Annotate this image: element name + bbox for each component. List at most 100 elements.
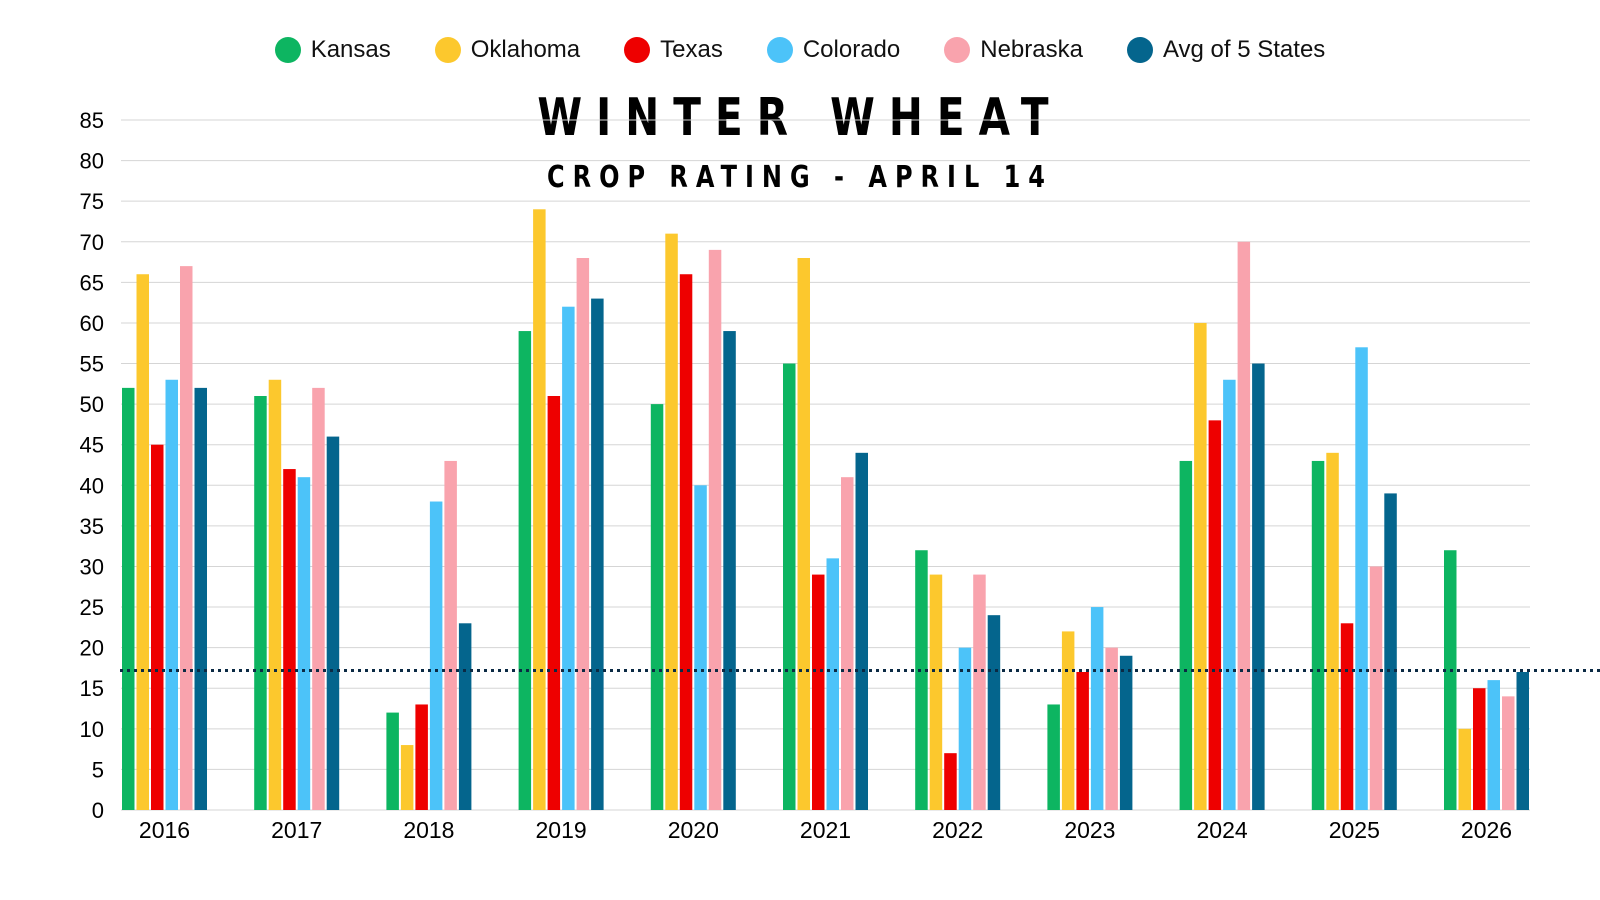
bar-kansas-2017	[254, 396, 267, 810]
x-tick-label: 2016	[139, 817, 190, 843]
bars	[122, 209, 1529, 811]
legend-item: Avg of 5 States	[1126, 36, 1326, 64]
legend-item: Kansas	[274, 36, 391, 64]
bar-oklahoma-2022	[929, 574, 943, 810]
legend-label: Avg of 5 States	[1162, 36, 1326, 63]
bar-kansas-2020	[650, 404, 664, 810]
bar-avg-of-5-states-2024	[1252, 363, 1265, 810]
bar-texas-2023	[1076, 672, 1089, 810]
x-tick-label: 2021	[800, 817, 851, 843]
legend-label: Texas	[660, 36, 723, 63]
y-tick-label: 5	[92, 757, 104, 782]
bar-avg-of-5-states-2026	[1516, 672, 1529, 810]
y-tick-label: 55	[80, 352, 104, 377]
bar-texas-2019	[547, 396, 561, 810]
bar-oklahoma-2019	[533, 209, 546, 810]
bar-nebraska-2022	[973, 574, 986, 810]
bar-colorado-2025	[1355, 347, 1368, 810]
bar-nebraska-2025	[1369, 566, 1383, 810]
bar-avg-of-5-states-2025	[1384, 493, 1397, 810]
y-tick-label: 15	[80, 676, 104, 701]
bar-nebraska-2023	[1105, 647, 1118, 810]
bar-avg-of-5-states-2020	[723, 331, 736, 810]
bar-avg-of-5-states-2021	[855, 452, 868, 810]
bar-kansas-2019	[518, 331, 532, 810]
bar-kansas-2023	[1047, 704, 1060, 810]
bar-avg-of-5-states-2018	[458, 623, 472, 810]
bar-texas-2018	[415, 704, 428, 810]
y-tick-label: 30	[80, 554, 104, 579]
legend-swatch	[274, 37, 301, 63]
y-tick-label: 40	[80, 473, 104, 498]
bar-colorado-2020	[694, 485, 707, 810]
legend-swatch	[944, 37, 971, 63]
bar-nebraska-2016	[180, 266, 193, 810]
legend-swatch	[1126, 37, 1153, 63]
legend-swatch	[434, 37, 461, 63]
y-tick-label: 25	[80, 595, 104, 620]
bar-avg-of-5-states-2023	[1119, 655, 1133, 810]
legend-swatch	[766, 37, 793, 63]
x-tick-label: 2018	[403, 817, 454, 843]
x-tick-label: 2022	[932, 817, 983, 843]
bar-nebraska-2018	[444, 460, 457, 810]
y-tick-label: 85	[80, 108, 104, 133]
x-tick-label: 2024	[1197, 817, 1248, 843]
chart-title: WINTER WHEAT	[537, 88, 1063, 148]
x-tick-label: 2019	[536, 817, 587, 843]
bar-texas-2026	[1473, 688, 1486, 810]
y-tick-label: 20	[80, 636, 104, 661]
bar-avg-of-5-states-2017	[326, 436, 340, 810]
bar-nebraska-2026	[1502, 696, 1515, 810]
legend-label: Oklahoma	[470, 36, 581, 63]
bar-colorado-2021	[826, 558, 839, 810]
bar-kansas-2021	[783, 363, 796, 810]
bar-oklahoma-2021	[797, 258, 810, 810]
bar-kansas-2024	[1179, 460, 1193, 810]
bar-nebraska-2024	[1237, 241, 1251, 810]
bar-texas-2022	[944, 753, 957, 810]
bar-oklahoma-2018	[400, 745, 414, 810]
bar-oklahoma-2017	[268, 379, 282, 810]
bar-kansas-2025	[1311, 460, 1325, 810]
bar-avg-of-5-states-2016	[194, 387, 207, 810]
grid	[121, 119, 1530, 811]
bar-colorado-2024	[1223, 379, 1236, 810]
bar-colorado-2026	[1487, 680, 1500, 810]
legend-item: Nebraska	[944, 36, 1083, 64]
bar-texas-2020	[679, 274, 693, 810]
bar-oklahoma-2026	[1458, 728, 1471, 810]
y-tick-label: 45	[80, 433, 104, 458]
legend-item: Oklahoma	[434, 36, 581, 64]
legend-item: Colorado	[766, 36, 901, 64]
bar-oklahoma-2025	[1326, 452, 1339, 810]
bar-texas-2024	[1208, 420, 1222, 810]
y-tick-label: 35	[80, 514, 104, 539]
y-tick-label: 0	[92, 798, 104, 823]
bar-kansas-2016	[122, 387, 135, 810]
y-tick-label: 50	[80, 392, 104, 417]
bar-kansas-2018	[386, 712, 399, 810]
bar-texas-2025	[1340, 623, 1354, 810]
bar-oklahoma-2016	[136, 274, 149, 810]
bar-colorado-2019	[562, 306, 575, 810]
legend-label: Kansas	[310, 36, 391, 63]
y-tick-label: 75	[80, 189, 104, 214]
legend: Kansas Oklahoma Texas Colorado Nebraska Avg o…	[0, 36, 1600, 64]
chart-subtitle: CROP RATING - APRIL 14	[546, 160, 1053, 195]
bar-texas-2021	[812, 574, 825, 810]
bar-texas-2016	[151, 444, 164, 810]
legend-label: Colorado	[802, 36, 901, 63]
bar-avg-of-5-states-2022	[987, 615, 1001, 810]
legend-label: Nebraska	[980, 36, 1083, 63]
bar-colorado-2022	[958, 647, 972, 810]
bar-nebraska-2021	[841, 477, 854, 810]
bar-colorado-2023	[1090, 607, 1104, 810]
bar-colorado-2016	[165, 379, 178, 810]
legend-item: Texas	[624, 36, 723, 64]
y-tick-label: 60	[80, 311, 104, 336]
x-tick-label: 2026	[1461, 817, 1512, 843]
x-tick-label: 2020	[668, 817, 719, 843]
y-tick-label: 70	[80, 230, 104, 255]
